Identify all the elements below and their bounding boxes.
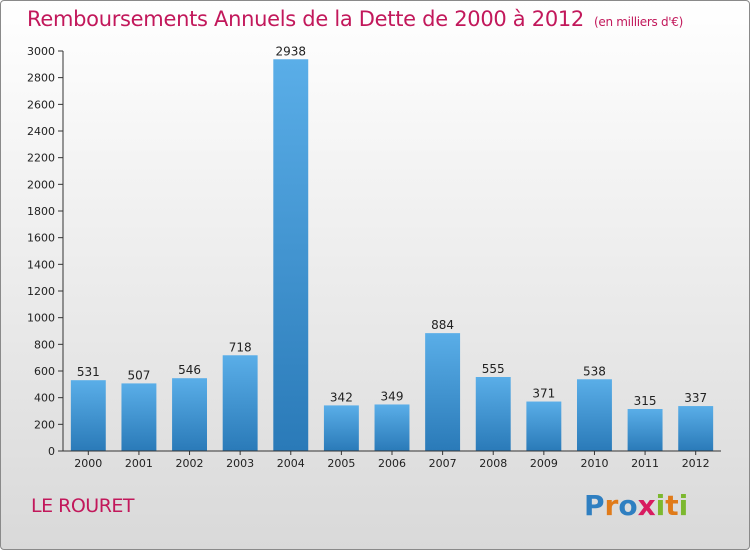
y-tick-label: 1800 (27, 205, 55, 218)
x-tick-label-2000: 2000 (74, 457, 102, 470)
x-tick-label-2002: 2002 (176, 457, 204, 470)
data-label-2000: 531 (77, 365, 100, 379)
bar-2009 (526, 401, 562, 451)
y-tick-label: 1000 (27, 312, 55, 325)
y-tick-label: 2800 (27, 72, 55, 85)
x-tick-label-2007: 2007 (429, 457, 457, 470)
x-tick-label-2003: 2003 (226, 457, 254, 470)
x-tick-label-2001: 2001 (125, 457, 153, 470)
bar-2011 (627, 409, 663, 451)
x-tick-label-2004: 2004 (277, 457, 305, 470)
x-tick-label-2006: 2006 (378, 457, 406, 470)
logo-letter: i (655, 489, 666, 522)
logo-letter: x (637, 489, 656, 522)
x-tick-label-2005: 2005 (327, 457, 355, 470)
commune-name: LE ROURET (31, 495, 135, 517)
logo-letter: r (604, 489, 619, 522)
x-tick-label-2011: 2011 (631, 457, 659, 470)
x-tick-label-2012: 2012 (682, 457, 710, 470)
y-tick-label: 2600 (27, 98, 55, 111)
bar-2005 (323, 405, 359, 451)
data-label-2003: 718 (229, 340, 252, 354)
x-tick-label-2010: 2010 (580, 457, 608, 470)
y-tick-label: 1400 (27, 258, 55, 271)
y-tick-label: 2400 (27, 125, 55, 138)
data-label-2007: 884 (431, 318, 454, 332)
y-tick-label: 1200 (27, 285, 55, 298)
y-tick-label: 2000 (27, 178, 55, 191)
bar-2000 (70, 380, 106, 451)
y-tick-label: 400 (34, 392, 55, 405)
data-label-2009: 371 (532, 387, 555, 401)
y-tick-label: 0 (48, 445, 55, 458)
proxiti-logo: Proxiti (584, 489, 688, 522)
y-tick-label: 200 (34, 418, 55, 431)
chart-title: Remboursements Annuels de la Dette de 20… (27, 7, 683, 31)
logo-letter: o (618, 489, 638, 522)
logo-letter: P (584, 489, 605, 522)
bar-2001 (121, 383, 157, 451)
data-label-2010: 538 (583, 364, 606, 378)
data-label-2008: 555 (482, 362, 505, 376)
y-tick-label: 1600 (27, 232, 55, 245)
bar-2007 (425, 333, 461, 451)
bar-2004 (273, 59, 309, 452)
data-label-2006: 349 (381, 389, 404, 403)
chart-title-text: Remboursements Annuels de la Dette de 20… (27, 7, 584, 31)
bar-2012 (678, 406, 714, 451)
data-label-2005: 342 (330, 390, 353, 404)
x-tick-label-2008: 2008 (479, 457, 507, 470)
data-label-2012: 337 (684, 391, 707, 405)
x-tick-label-2009: 2009 (530, 457, 558, 470)
unit-note: (en milliers d'€) (594, 15, 684, 29)
y-tick-label: 800 (34, 338, 55, 351)
bar-2008 (475, 377, 511, 451)
y-tick-label: 2200 (27, 152, 55, 165)
y-tick-label: 3000 (27, 45, 55, 58)
bar-2002 (172, 378, 208, 451)
logo-letter: t (665, 489, 679, 522)
logo-letter: i (678, 489, 689, 522)
bar-2010 (576, 379, 612, 451)
data-label-2002: 546 (178, 363, 201, 377)
bar-2003 (222, 355, 258, 451)
data-label-2011: 315 (634, 394, 657, 408)
data-label-2004: 2938 (275, 44, 306, 58)
data-label-2001: 507 (127, 368, 150, 382)
bar-2006 (374, 404, 410, 451)
y-tick-label: 600 (34, 365, 55, 378)
